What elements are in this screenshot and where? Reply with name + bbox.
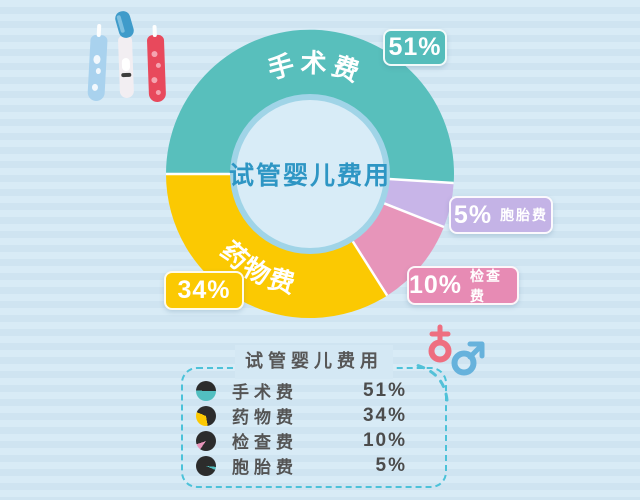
donut-arc-label-char: 术 (300, 48, 327, 79)
badge-value: 51% (388, 33, 442, 61)
legend-pie-icon (196, 455, 216, 476)
legend-row-embryo: 胞胎费 5% (196, 453, 407, 478)
test-tubes-illustration (80, 4, 180, 106)
badge-value: 5% (453, 200, 493, 229)
badge-label: 胞胎费 (500, 207, 549, 223)
legend-value: 51% (362, 379, 407, 401)
donut-hole (236, 100, 384, 248)
bubble (91, 83, 99, 92)
chart-center-title: 试管婴儿费用 (228, 162, 392, 190)
dot (151, 50, 158, 58)
badge-label: 检查费 (470, 267, 503, 304)
legend-title: 试管婴儿费用 (235, 345, 393, 379)
badge-value: 34% (177, 276, 231, 304)
tube-stem (96, 23, 102, 38)
badge-embryo-5: 5% 胞胎费 (449, 196, 553, 234)
bubble (95, 67, 101, 75)
legend-row-surgery: 手术费 51% (196, 378, 407, 403)
dot (155, 89, 161, 96)
badge-value: 10% (409, 271, 463, 299)
capped-test-tube-icon (117, 35, 135, 99)
legend-pie-icon (196, 430, 216, 451)
dot (151, 76, 158, 84)
legend-label: 检查费 (232, 433, 298, 452)
blue-tube-cap-icon (113, 9, 136, 40)
badge-surgery-51: 51% (383, 29, 447, 66)
legend-pie-icon (196, 380, 216, 401)
tube-marking (121, 72, 132, 78)
legend: 手术费 51% 药物费 34% 检查费 10% 胞胎费 5% (181, 367, 447, 488)
cap-highlight (116, 14, 126, 34)
male-icon (451, 341, 485, 376)
legend-value: 34% (362, 404, 407, 426)
legend-row-medicine: 药物费 34% (196, 403, 407, 428)
tube-stem (152, 24, 157, 38)
legend-row-exam: 检查费 10% (196, 428, 407, 453)
badge-exam-10: 10% 检查费 (407, 266, 519, 305)
legend-label: 手术费 (232, 383, 298, 402)
legend-value: 10% (362, 429, 407, 451)
tube-pill (121, 57, 131, 72)
blue-test-tube-icon (87, 23, 108, 102)
dot (155, 62, 161, 69)
legend-value: 5% (375, 454, 407, 476)
bubble (93, 54, 101, 65)
legend-label: 胞胎费 (232, 458, 298, 477)
red-test-tube-icon (146, 24, 167, 103)
legend-pie-icon (196, 405, 216, 426)
badge-medicine-34: 34% (164, 271, 244, 310)
legend-label: 药物费 (232, 408, 298, 427)
female-icon (428, 324, 452, 363)
